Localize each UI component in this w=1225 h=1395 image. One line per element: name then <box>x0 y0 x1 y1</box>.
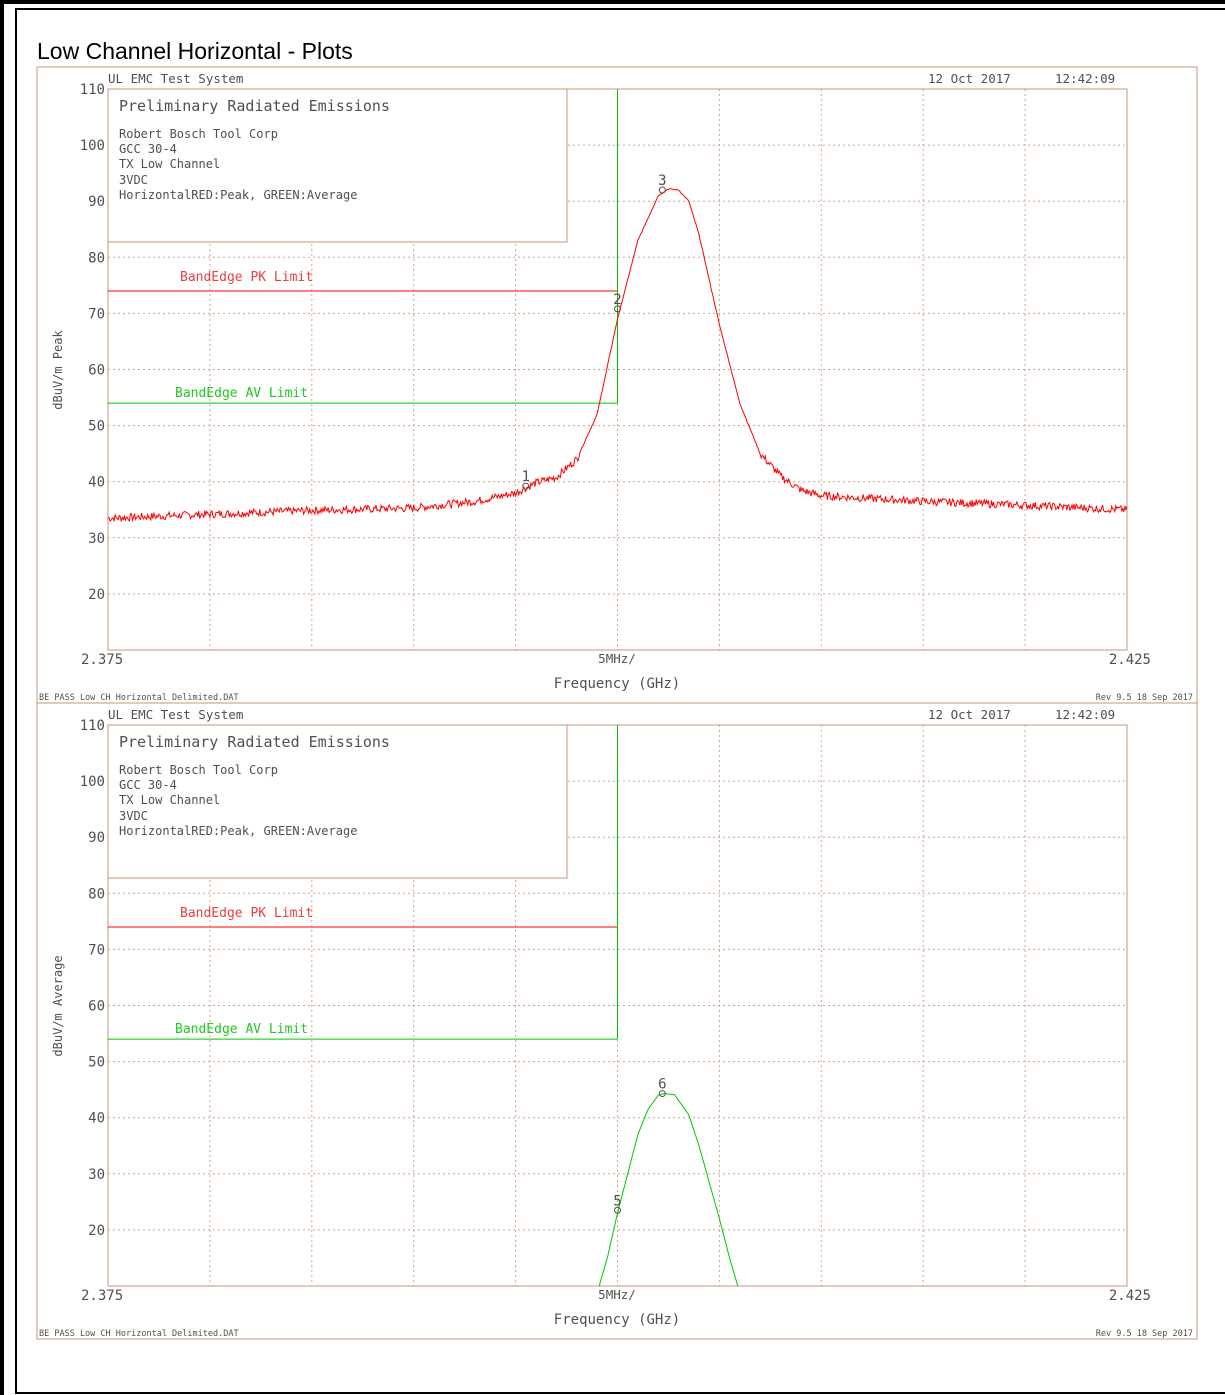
x-end-label: 2.425 <box>1109 1288 1151 1304</box>
y-tick-labels: 20 30 40 50 60 70 80 90 100 110 <box>80 718 105 1239</box>
y-tick-label: 70 <box>88 942 105 958</box>
pk-limit-label: BandEdge PK Limit <box>180 906 313 921</box>
markers: 1 2 3 <box>522 173 667 490</box>
y-tick-label: 30 <box>88 531 105 547</box>
y-tick-label: 80 <box>88 886 105 902</box>
info-title: Preliminary Radiated Emissions <box>119 733 390 751</box>
page-frame-inner <box>15 8 1225 1394</box>
header-time: 12:42:09 <box>1055 71 1115 86</box>
info-line: Robert Bosch Tool Corp <box>119 763 278 777</box>
marker-label: 6 <box>658 1077 666 1093</box>
info-box <box>107 88 568 243</box>
footer-rev: Rev 9.5 18 Sep 2017 <box>1096 1329 1193 1339</box>
header-time: 12:42:09 <box>1055 707 1115 722</box>
marker-5 <box>614 1206 621 1214</box>
y-tick-label: 100 <box>80 138 105 154</box>
trace-group <box>598 1093 739 1287</box>
av-limit-label: BandEdge AV Limit <box>175 386 308 401</box>
info-line: 3VDC <box>119 809 148 823</box>
x-start-label: 2.375 <box>81 652 123 668</box>
x-axis-label: Frequency (GHz) <box>554 676 680 692</box>
info-line: HorizontalRED:Peak, GREEN:Average <box>119 824 357 838</box>
y-tick-label: 30 <box>88 1167 105 1183</box>
info-title: Preliminary Radiated Emissions <box>119 97 390 115</box>
header-system: UL EMC Test System <box>108 71 243 86</box>
info-line: TX Low Channel <box>119 157 220 171</box>
footer-file: BE PASS Low CH Horizontal Delimited.DAT <box>39 693 239 703</box>
y-tick-label: 110 <box>80 718 105 734</box>
info-box <box>107 724 568 879</box>
page-title: Low Channel Horizontal - Plots <box>37 38 353 64</box>
marker-label: 2 <box>613 292 621 308</box>
average-trace <box>598 1093 739 1287</box>
plot-peak: UL EMC Test System 12 Oct 2017 12:42:09 … <box>36 66 1198 704</box>
y-tick-label: 20 <box>88 587 105 603</box>
x-div-label: 5MHz/ <box>598 1287 636 1302</box>
x-div-label: 5MHz/ <box>598 651 636 666</box>
info-line: 3VDC <box>119 173 148 187</box>
marker-label: 3 <box>658 173 666 189</box>
y-tick-label: 70 <box>88 306 105 322</box>
y-tick-label: 40 <box>88 1111 105 1127</box>
y-tick-label: 100 <box>80 774 105 790</box>
y-tick-label: 80 <box>88 250 105 266</box>
footer-rev: Rev 9.5 18 Sep 2017 <box>1096 693 1193 703</box>
info-line: TX Low Channel <box>119 793 220 807</box>
peak-trace <box>107 188 1128 523</box>
y-axis-label: dBuV/m Average <box>51 955 65 1056</box>
header-system: UL EMC Test System <box>108 707 243 722</box>
y-tick-label: 90 <box>88 830 105 846</box>
info-line: GCC 30-4 <box>119 142 177 156</box>
footer-file: BE PASS Low CH Horizontal Delimited.DAT <box>39 1329 239 1339</box>
markers: 56 <box>613 1077 667 1214</box>
trace-group <box>107 188 1128 523</box>
pk-limit-label: BandEdge PK Limit <box>180 270 313 285</box>
marker-1 <box>522 482 530 490</box>
info-line: GCC 30-4 <box>119 778 177 792</box>
y-tick-label: 50 <box>88 419 105 435</box>
y-tick-label: 40 <box>88 475 105 491</box>
y-tick-label: 20 <box>88 1223 105 1239</box>
x-start-label: 2.375 <box>81 1288 123 1304</box>
x-end-label: 2.425 <box>1109 652 1151 668</box>
y-tick-labels: 20 30 40 50 60 70 80 90 100 110 <box>80 82 105 603</box>
info-line: Robert Bosch Tool Corp <box>119 127 278 141</box>
info-line: HorizontalRED:Peak, GREEN:Average <box>119 188 357 202</box>
y-tick-label: 60 <box>88 363 105 379</box>
marker-3 <box>658 186 666 194</box>
limit-lines <box>108 89 618 404</box>
y-tick-label: 50 <box>88 1055 105 1071</box>
header-date: 12 Oct 2017 <box>928 71 1011 86</box>
outer-frame <box>36 702 1198 1340</box>
x-axis-label: Frequency (GHz) <box>554 1312 680 1328</box>
y-axis-label: dBuV/m Peak <box>51 329 65 409</box>
marker-label: 5 <box>613 1193 621 1209</box>
y-tick-label: 60 <box>88 999 105 1015</box>
av-limit-label: BandEdge AV Limit <box>175 1022 308 1037</box>
limit-lines <box>108 725 618 1040</box>
y-tick-label: 110 <box>80 82 105 98</box>
marker-6 <box>658 1090 666 1098</box>
marker-label: 1 <box>522 469 530 485</box>
marker-2 <box>614 305 621 313</box>
plot-average: UL EMC Test System 12 Oct 2017 12:42:09 … <box>36 702 1198 1340</box>
header-date: 12 Oct 2017 <box>928 707 1011 722</box>
y-tick-label: 90 <box>88 194 105 210</box>
